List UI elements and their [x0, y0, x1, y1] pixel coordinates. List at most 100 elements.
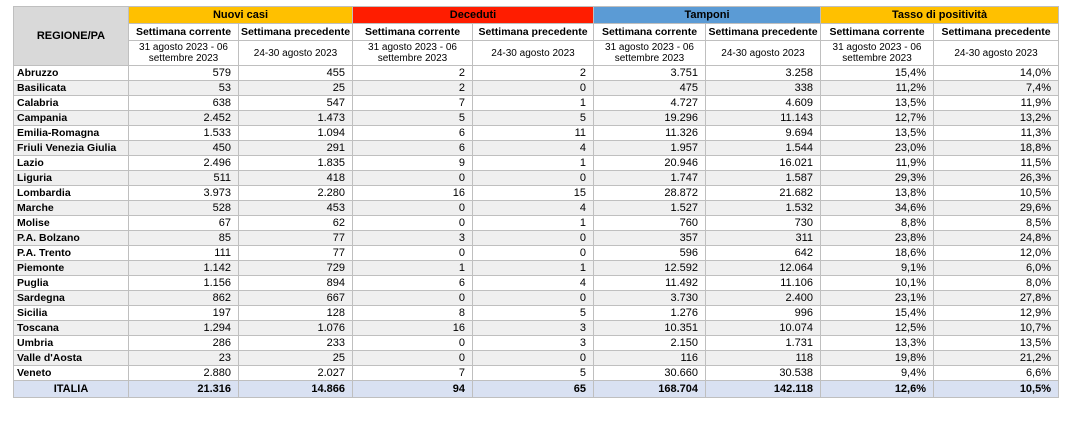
table-row: Veneto 2.880 2.027 7 5 30.660 30.538 9,4% 6,6% — [13, 365, 1060, 381]
value-cell: 1.747 — [593, 170, 706, 186]
region-name: Marche — [13, 200, 129, 216]
value-cell: 111 — [128, 245, 239, 261]
region-name: Basilicata — [13, 80, 129, 96]
value-cell: 760 — [593, 215, 706, 231]
value-cell: 455 — [238, 65, 353, 81]
value-cell: 20.946 — [593, 155, 706, 171]
table-row: Lazio 2.496 1.835 9 1 20.946 16.021 11,9% 11,5% — [13, 155, 1060, 171]
region-name: P.A. Trento — [13, 245, 129, 261]
value-cell: 9.694 — [704, 125, 822, 141]
value-cell: 2.280 — [238, 185, 353, 201]
value-cell: 311 — [704, 230, 822, 246]
value-cell: 65 — [472, 380, 594, 398]
value-cell: 11,5% — [933, 155, 1060, 171]
value-cell: 4 — [472, 140, 594, 156]
value-cell: 21.316 — [128, 380, 239, 398]
value-cell: 730 — [704, 215, 822, 231]
table-row: Campania 2.452 1.473 5 5 19.296 11.143 12,7% 13,… — [13, 110, 1060, 126]
value-cell: 1 — [472, 95, 594, 111]
value-cell: 28.872 — [593, 185, 706, 201]
date-range-previous: 24-30 agosto 2023 — [933, 40, 1060, 66]
value-cell: 4 — [472, 275, 594, 291]
value-cell: 142.118 — [704, 380, 822, 398]
value-cell: 11.492 — [593, 275, 706, 291]
table-row: Lombardia 3.973 2.280 16 15 28.872 21.682 13,8%… — [13, 185, 1060, 201]
region-name: Piemonte — [13, 260, 129, 276]
value-cell: 596 — [593, 245, 706, 261]
value-cell: 14.866 — [238, 380, 353, 398]
value-cell: 453 — [238, 200, 353, 216]
value-cell: 8 — [352, 305, 473, 321]
value-cell: 21.682 — [704, 185, 822, 201]
table-row: Umbria 286 233 0 3 2.150 1.731 13,3% 13,5% — [13, 335, 1060, 351]
value-cell: 94 — [352, 380, 473, 398]
value-cell: 0 — [352, 215, 473, 231]
value-cell: 0 — [352, 200, 473, 216]
value-cell: 286 — [128, 335, 239, 351]
value-cell: 1.094 — [238, 125, 353, 141]
total-label: ITALIA — [13, 380, 129, 398]
value-cell: 642 — [704, 245, 822, 261]
value-cell: 11.326 — [593, 125, 706, 141]
table-row: Marche 528 453 0 4 1.527 1.532 34,6% 29,6% — [13, 200, 1060, 216]
value-cell: 1.544 — [704, 140, 822, 156]
value-cell: 8,8% — [820, 215, 935, 231]
date-range-current: 31 agosto 2023 - 06 settembre 2023 — [128, 40, 239, 66]
value-cell: 450 — [128, 140, 239, 156]
value-cell: 168.704 — [593, 380, 706, 398]
value-cell: 77 — [238, 245, 353, 261]
subheader-previous: Settimana precedente — [238, 23, 353, 41]
value-cell: 30.538 — [704, 365, 822, 381]
value-cell: 1.076 — [238, 320, 353, 336]
value-cell: 3 — [472, 335, 594, 351]
value-cell: 10,5% — [933, 185, 1060, 201]
value-cell: 12,6% — [820, 380, 935, 398]
table-row: Valle d'Aosta 23 25 0 0 116 118 19,8% 21,2% — [13, 350, 1060, 366]
value-cell: 894 — [238, 275, 353, 291]
group-header-deceduti: Deceduti — [352, 6, 594, 24]
value-cell: 418 — [238, 170, 353, 186]
value-cell: 1 — [352, 260, 473, 276]
table-row: Liguria 511 418 0 0 1.747 1.587 29,3% 26,3% — [13, 170, 1060, 186]
table-row: P.A. Bolzano 85 77 3 0 357 311 23,8% 24,8% — [13, 230, 1060, 246]
value-cell: 7 — [352, 95, 473, 111]
value-cell: 12,5% — [820, 320, 935, 336]
value-cell: 15 — [472, 185, 594, 201]
value-cell: 3.973 — [128, 185, 239, 201]
table-row: Abruzzo 579 455 2 2 3.751 3.258 15,4% 14,0% — [13, 65, 1060, 81]
value-cell: 638 — [128, 95, 239, 111]
value-cell: 13,5% — [820, 95, 935, 111]
value-cell: 528 — [128, 200, 239, 216]
date-range-previous: 24-30 agosto 2023 — [704, 40, 822, 66]
group-header-tamponi: Tamponi — [592, 6, 822, 24]
region-name: Abruzzo — [13, 65, 129, 81]
region-name: Sicilia — [13, 305, 129, 321]
value-cell: 13,3% — [820, 335, 935, 351]
value-cell: 1 — [472, 155, 594, 171]
value-cell: 10.351 — [593, 320, 706, 336]
value-cell: 0 — [472, 350, 594, 366]
value-cell: 1.142 — [128, 260, 239, 276]
group-header-row: REGIONE/PA Nuovi casi Deceduti Tamponi T… — [13, 6, 1060, 66]
value-cell: 0 — [472, 80, 594, 96]
value-cell: 15,4% — [820, 65, 935, 81]
region-name: Campania — [13, 110, 129, 126]
region-column-header: REGIONE/PA — [13, 6, 129, 66]
value-cell: 0 — [352, 245, 473, 261]
group-header-tasso-positivita: Tasso di positività — [820, 6, 1060, 24]
covid-weekly-monitoring-table: REGIONE/PA Nuovi casi Deceduti Tamponi T… — [13, 6, 1060, 398]
value-cell: 1.731 — [704, 335, 822, 351]
value-cell: 128 — [238, 305, 353, 321]
value-cell: 118 — [704, 350, 822, 366]
value-cell: 0 — [472, 290, 594, 306]
region-name: Puglia — [13, 275, 129, 291]
value-cell: 21,2% — [933, 350, 1060, 366]
value-cell: 16 — [352, 185, 473, 201]
value-cell: 1 — [472, 215, 594, 231]
value-cell: 18,6% — [820, 245, 935, 261]
value-cell: 2.150 — [593, 335, 706, 351]
value-cell: 23,1% — [820, 290, 935, 306]
value-cell: 6,6% — [933, 365, 1060, 381]
value-cell: 0 — [472, 245, 594, 261]
value-cell: 579 — [128, 65, 239, 81]
